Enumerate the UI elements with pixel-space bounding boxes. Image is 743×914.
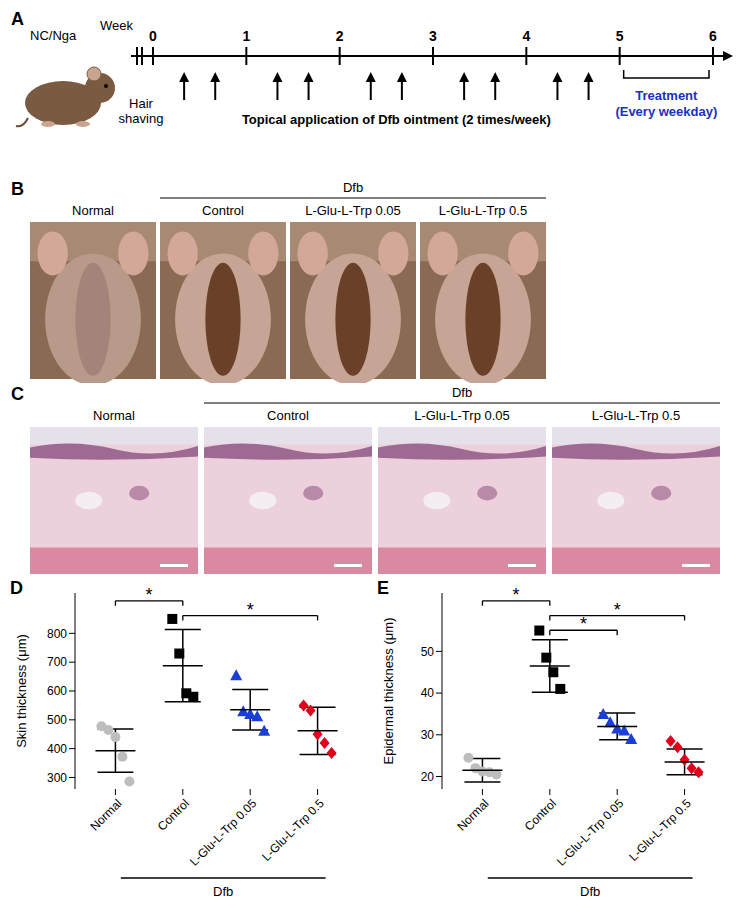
- svg-text:Topical application of Dfb oin: Topical application of Dfb ointment (2 t…: [242, 112, 551, 127]
- svg-text:0: 0: [149, 28, 157, 44]
- html-text:E: E: [377, 578, 389, 598]
- svg-text:*: *: [614, 600, 621, 620]
- svg-text:L-Glu-L-Trp 0.05: L-Glu-L-Trp 0.05: [305, 203, 401, 218]
- svg-text:Control: Control: [155, 796, 192, 833]
- svg-text:Dfb: Dfb: [580, 884, 600, 899]
- svg-text:600: 600: [47, 684, 67, 698]
- svg-text:6: 6: [709, 28, 717, 44]
- svg-text:C: C: [11, 384, 24, 404]
- svg-text:*: *: [580, 614, 587, 634]
- svg-text:*: *: [247, 600, 254, 620]
- svg-text:Dfb: Dfb: [452, 385, 472, 400]
- svg-text:Normal: Normal: [72, 203, 114, 218]
- svg-text:700: 700: [47, 655, 67, 669]
- svg-text:Normal: Normal: [87, 796, 124, 833]
- svg-text:30: 30: [421, 728, 435, 742]
- svg-text:B: B: [11, 179, 24, 199]
- svg-text:*: *: [513, 585, 520, 605]
- svg-text:L-Glu-L-Trp 0.5: L-Glu-L-Trp 0.5: [626, 796, 694, 864]
- svg-text:Control: Control: [522, 796, 559, 833]
- svg-text:Dfb: Dfb: [213, 884, 233, 899]
- svg-text:2: 2: [336, 28, 344, 44]
- svg-text:NC/Nga: NC/Nga: [30, 28, 77, 43]
- svg-text:Control: Control: [202, 203, 244, 218]
- svg-text:A: A: [11, 9, 24, 29]
- svg-text:800: 800: [47, 627, 67, 641]
- svg-text:Skin thickness (μm): Skin thickness (μm): [14, 634, 29, 748]
- svg-text:Treatment: Treatment: [635, 88, 698, 103]
- svg-text:400: 400: [47, 742, 67, 756]
- svg-text:L-Glu-L-Trp 0.5: L-Glu-L-Trp 0.5: [439, 203, 527, 218]
- svg-text:4: 4: [522, 28, 530, 44]
- svg-text:Dfb: Dfb: [343, 180, 363, 195]
- svg-text:L-Glu-L-Trp 0.05: L-Glu-L-Trp 0.05: [554, 796, 627, 869]
- svg-text:L-Glu-L-Trp 0.05: L-Glu-L-Trp 0.05: [187, 796, 260, 869]
- svg-text:1: 1: [242, 28, 250, 44]
- svg-text:Epidermal thickness (μm): Epidermal thickness (μm): [381, 618, 396, 765]
- html-text:D: D: [10, 578, 23, 598]
- svg-text:50: 50: [421, 645, 435, 659]
- svg-text:Normal: Normal: [454, 796, 491, 833]
- svg-text:40: 40: [421, 686, 435, 700]
- svg-text:20: 20: [421, 770, 435, 784]
- svg-text:500: 500: [47, 713, 67, 727]
- svg-text:*: *: [146, 585, 153, 605]
- svg-text:L-Glu-L-Trp 0.05: L-Glu-L-Trp 0.05: [414, 408, 510, 423]
- svg-text:3: 3: [429, 28, 437, 44]
- svg-text:(Every weekday): (Every weekday): [615, 104, 717, 119]
- svg-text:5: 5: [616, 28, 624, 44]
- svg-text:L-Glu-L-Trp 0.5: L-Glu-L-Trp 0.5: [259, 796, 327, 864]
- svg-text:300: 300: [47, 771, 67, 785]
- svg-text:L-Glu-L-Trp 0.5: L-Glu-L-Trp 0.5: [592, 408, 680, 423]
- svg-text:Week: Week: [100, 18, 133, 33]
- svg-text:Control: Control: [267, 408, 309, 423]
- svg-text:Hairshaving: Hairshaving: [119, 96, 164, 126]
- svg-text:Normal: Normal: [93, 408, 135, 423]
